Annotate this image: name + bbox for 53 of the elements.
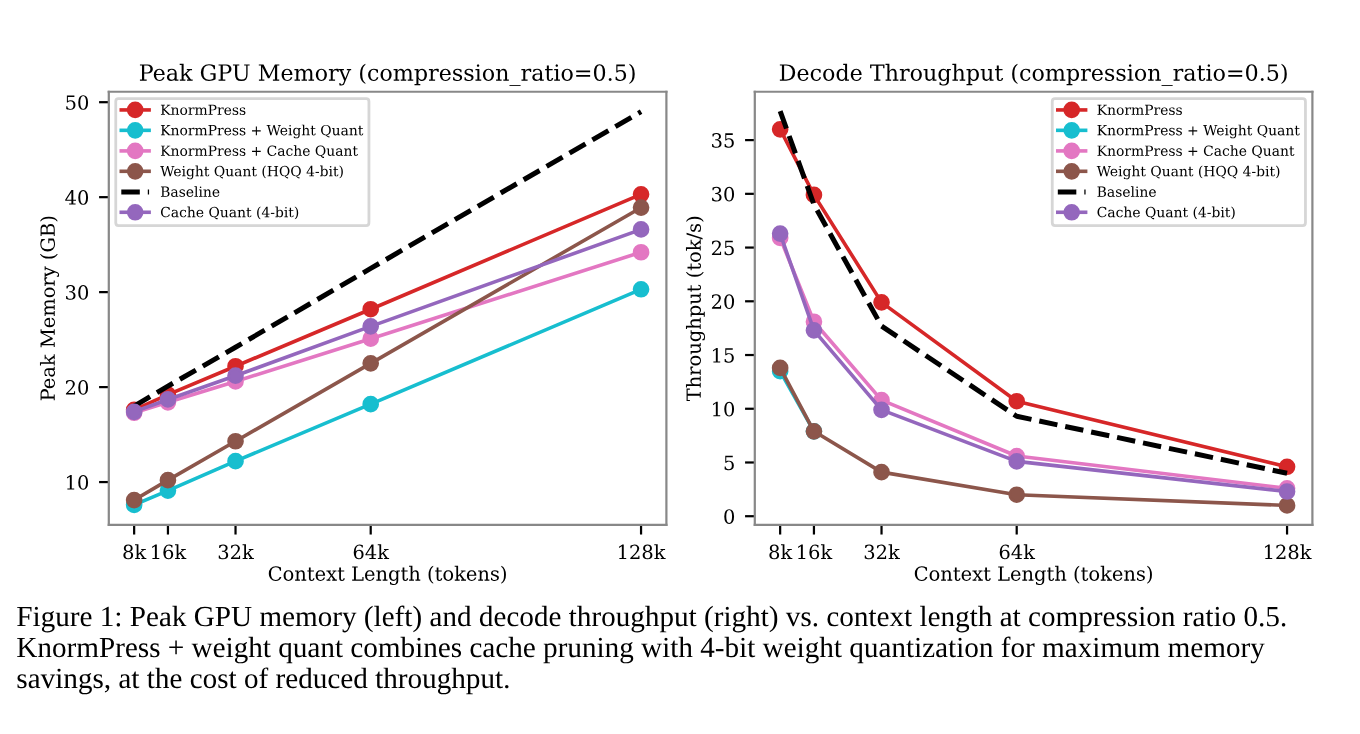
y-tick-label: 10: [66, 475, 89, 490]
y-tick-label: 20: [65, 380, 89, 395]
x-tick-label: 32k: [218, 544, 254, 560]
point: [1008, 486, 1026, 504]
x-tick-label: 16k: [152, 544, 187, 560]
y-axis-title: Throughput (tok/s): [685, 216, 706, 402]
point: [362, 300, 380, 318]
point: [632, 185, 650, 203]
point: [1008, 453, 1026, 470]
point: [873, 401, 890, 419]
x-tick-label: 128k: [1264, 544, 1312, 560]
point: [1008, 392, 1026, 410]
x-tick-label: 128k: [618, 544, 666, 560]
chart-title: Peak GPU Memory (compression_ratio=0.5): [139, 63, 635, 86]
point: [125, 491, 143, 509]
caption: Figure 1: Peak GPU memory (left) and decode throughput (right) vs. context length at compression ratio 0.5. KnormPress + weight quant combines cache pruning with 4-bit weight quantization for maximum memory savings, at the cost of reduced throughput.: [17, 605, 1286, 695]
x-tick-label: 8k: [769, 544, 793, 560]
point: [227, 432, 244, 450]
point: [873, 463, 890, 481]
x-tick-label: 64k: [353, 544, 390, 560]
y-tick-label: 0: [724, 509, 735, 524]
y-tick-label: 35: [712, 133, 734, 148]
y-tick-label: 20: [711, 294, 735, 309]
y-tick-label: 50: [66, 95, 89, 110]
point: [227, 452, 244, 470]
y-tick-label: 30: [66, 285, 89, 300]
x-axis-title: Context Length (tokens): [914, 565, 1152, 585]
point: [227, 367, 244, 385]
chart-title: Decode Throughput (compression_ratio=0.5): [779, 63, 1287, 86]
point: [805, 321, 823, 339]
y-tick-label: 25: [711, 240, 734, 256]
y-tick-label: 15: [712, 347, 734, 363]
y-tick-label: 40: [65, 190, 89, 205]
point: [632, 243, 650, 261]
point: [632, 221, 650, 238]
point: [873, 294, 890, 311]
point: [362, 355, 380, 372]
x-tick-label: 64k: [999, 544, 1036, 560]
point: [1278, 497, 1296, 514]
y-tick-label: 30: [712, 186, 735, 202]
point: [632, 280, 650, 298]
x-axis-title: Context Length (tokens): [268, 565, 506, 585]
y-tick-label: 10: [712, 401, 735, 417]
x-tick-label: 16k: [798, 544, 833, 560]
point: [159, 471, 177, 489]
point: [362, 317, 380, 335]
point: [771, 225, 789, 242]
point: [632, 199, 650, 216]
x-tick-label: 32k: [864, 544, 900, 560]
point: [362, 395, 380, 413]
y-tick-label: 5: [724, 455, 734, 471]
y-axis-title: Peak Memory (GB): [39, 216, 60, 401]
x-tick-label: 8k: [123, 544, 147, 560]
